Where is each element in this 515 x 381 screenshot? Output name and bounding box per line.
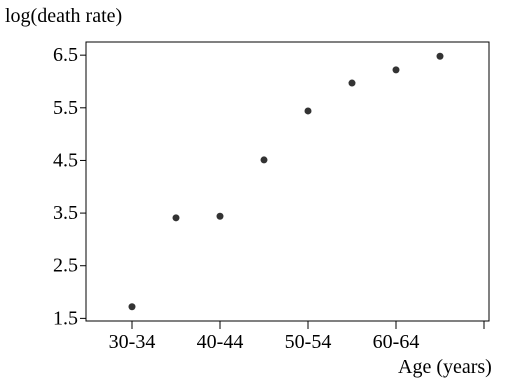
y-tick-label: 4.5 (53, 149, 78, 171)
x-axis-ticks: 30-34 40-44 50-54 60-64 (109, 321, 485, 353)
x-tick-label: 60-64 (373, 331, 420, 353)
plot-frame (85, 41, 490, 322)
data-point (216, 212, 224, 220)
x-tick-label: 50-54 (285, 331, 332, 353)
data-points (128, 52, 444, 311)
y-tick-label: 3.5 (53, 202, 78, 224)
x-tick-label: 40-44 (197, 331, 244, 353)
data-point (128, 303, 136, 311)
y-tick-label: 6.5 (53, 44, 78, 66)
data-point (260, 156, 268, 164)
data-point (304, 107, 312, 115)
data-point (436, 52, 444, 60)
data-point (392, 66, 400, 74)
y-tick-label: 1.5 (53, 307, 78, 329)
y-tick-label: 5.5 (53, 97, 78, 119)
x-tick-label: 30-34 (109, 331, 156, 353)
data-point (348, 79, 356, 87)
y-tick-label: 2.5 (53, 255, 78, 277)
x-axis-label: Age (years) (398, 356, 492, 378)
data-point (172, 214, 180, 222)
y-axis-ticks: 1.5 2.5 3.5 4.5 5.5 6.5 (53, 44, 86, 329)
y-axis-label: log(death rate) (5, 5, 122, 27)
